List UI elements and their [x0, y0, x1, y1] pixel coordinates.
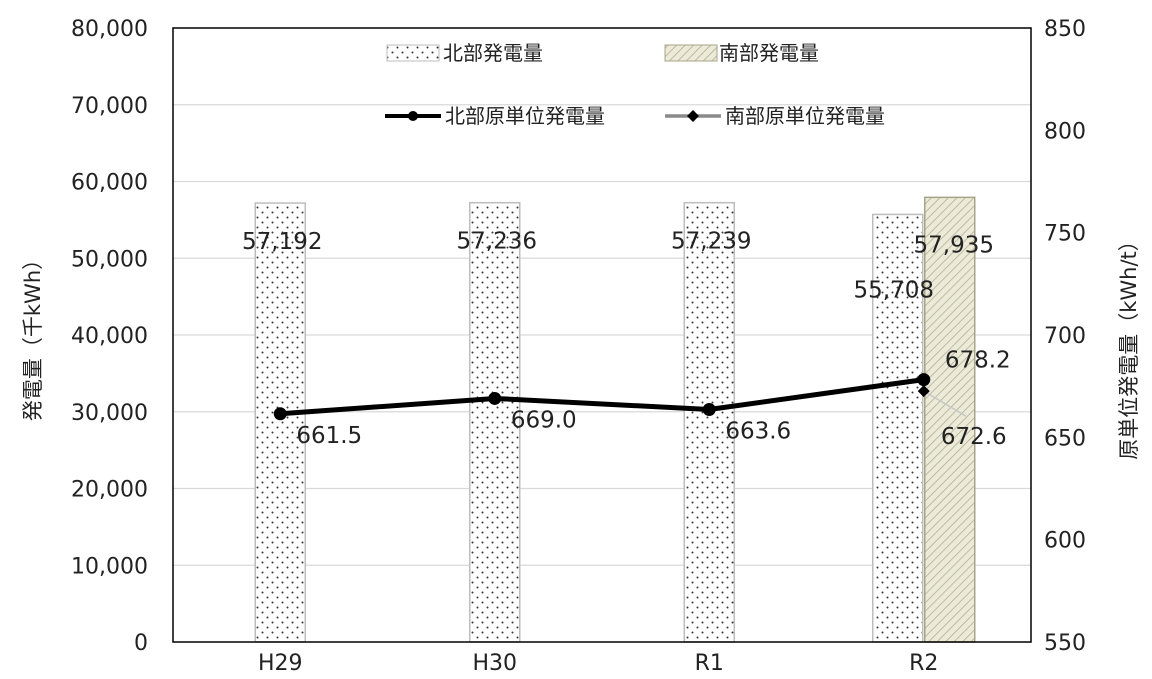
point-north — [917, 373, 931, 387]
y-left-tick-label: 30,000 — [71, 401, 148, 426]
legend-swatch-south-bar — [664, 44, 718, 62]
legend-marker-north-line — [408, 111, 418, 121]
y-right-tick-label: 700 — [1044, 324, 1086, 349]
legend-label-south-bar: 南部発電量 — [719, 41, 819, 65]
y-left-tick-label: 40,000 — [71, 324, 148, 349]
x-tick-label: H29 — [258, 651, 303, 676]
data-label-north-line: 678.2 — [945, 348, 1011, 374]
legend-swatch-north-bar — [386, 44, 440, 62]
bar-south — [924, 196, 976, 643]
point-south — [917, 385, 930, 398]
y-left-tick-label: 70,000 — [71, 94, 148, 119]
bar-north — [683, 201, 735, 643]
y-right-tick-label: 850 — [1044, 17, 1086, 42]
y-left-tick-label: 50,000 — [71, 247, 148, 272]
y-right-tick-label: 550 — [1044, 631, 1086, 656]
legend-marker-south-line — [687, 110, 699, 122]
point-north — [488, 391, 502, 405]
data-label-north-bar: 55,708 — [854, 277, 934, 303]
y-left-tick-label: 10,000 — [71, 554, 148, 579]
legend-label-north-bar: 北部発電量 — [443, 41, 543, 65]
bars — [254, 196, 976, 643]
plot-area-frame — [172, 27, 1032, 643]
legend-label-north-line: 北部原単位発電量 — [445, 104, 605, 128]
legend: 北部発電量 南部発電量 北部原単位発電量 南部原単位発電量 — [385, 41, 885, 128]
data-label-north-bar: 57,192 — [242, 229, 322, 255]
x-tick-label: R1 — [695, 651, 724, 676]
data-label-south-bar: 57,935 — [914, 232, 994, 258]
y-left-tick-label: 80,000 — [71, 17, 148, 42]
data-label-south-line: 672.6 — [941, 424, 1007, 450]
bar-north — [469, 201, 521, 643]
bar-north — [872, 213, 924, 643]
point-north — [702, 402, 716, 416]
data-label-north-bar: 57,236 — [457, 229, 537, 255]
y-right-tick-label: 750 — [1044, 222, 1086, 247]
y-right-axis-title: 原単位発電量（kWh/t） — [1117, 230, 1141, 460]
data-label-north-line: 669.0 — [511, 407, 577, 433]
y-left-tick-label: 0 — [134, 631, 148, 656]
y-left-tick-label: 60,000 — [71, 171, 148, 196]
data-label-north-bar: 57,239 — [671, 229, 751, 255]
data-label-north-line: 661.5 — [296, 423, 362, 449]
y-left-tick-label: 20,000 — [71, 478, 148, 503]
y-right-tick-label: 600 — [1044, 529, 1086, 554]
x-tick-label: H30 — [472, 651, 517, 676]
data-label-north-line: 663.6 — [725, 418, 791, 444]
axis-ticks: 0 10,000 20,000 30,000 40,000 50,000 60,000 70,… — [71, 17, 1086, 676]
lines — [273, 373, 967, 421]
y-right-tick-label: 650 — [1044, 426, 1086, 451]
leader-south — [923, 390, 967, 417]
y-left-axis-title: 発電量（千kWh） — [21, 249, 45, 421]
line-north — [280, 377, 925, 417]
point-north — [273, 407, 287, 421]
legend-label-south-line: 南部原単位発電量 — [725, 104, 885, 128]
y-right-tick-label: 800 — [1044, 119, 1086, 144]
data-labels: 57,192 57,236 57,239 55,708 57,935 661.5 669.0… — [242, 229, 1011, 450]
x-tick-label: R2 — [909, 651, 938, 676]
